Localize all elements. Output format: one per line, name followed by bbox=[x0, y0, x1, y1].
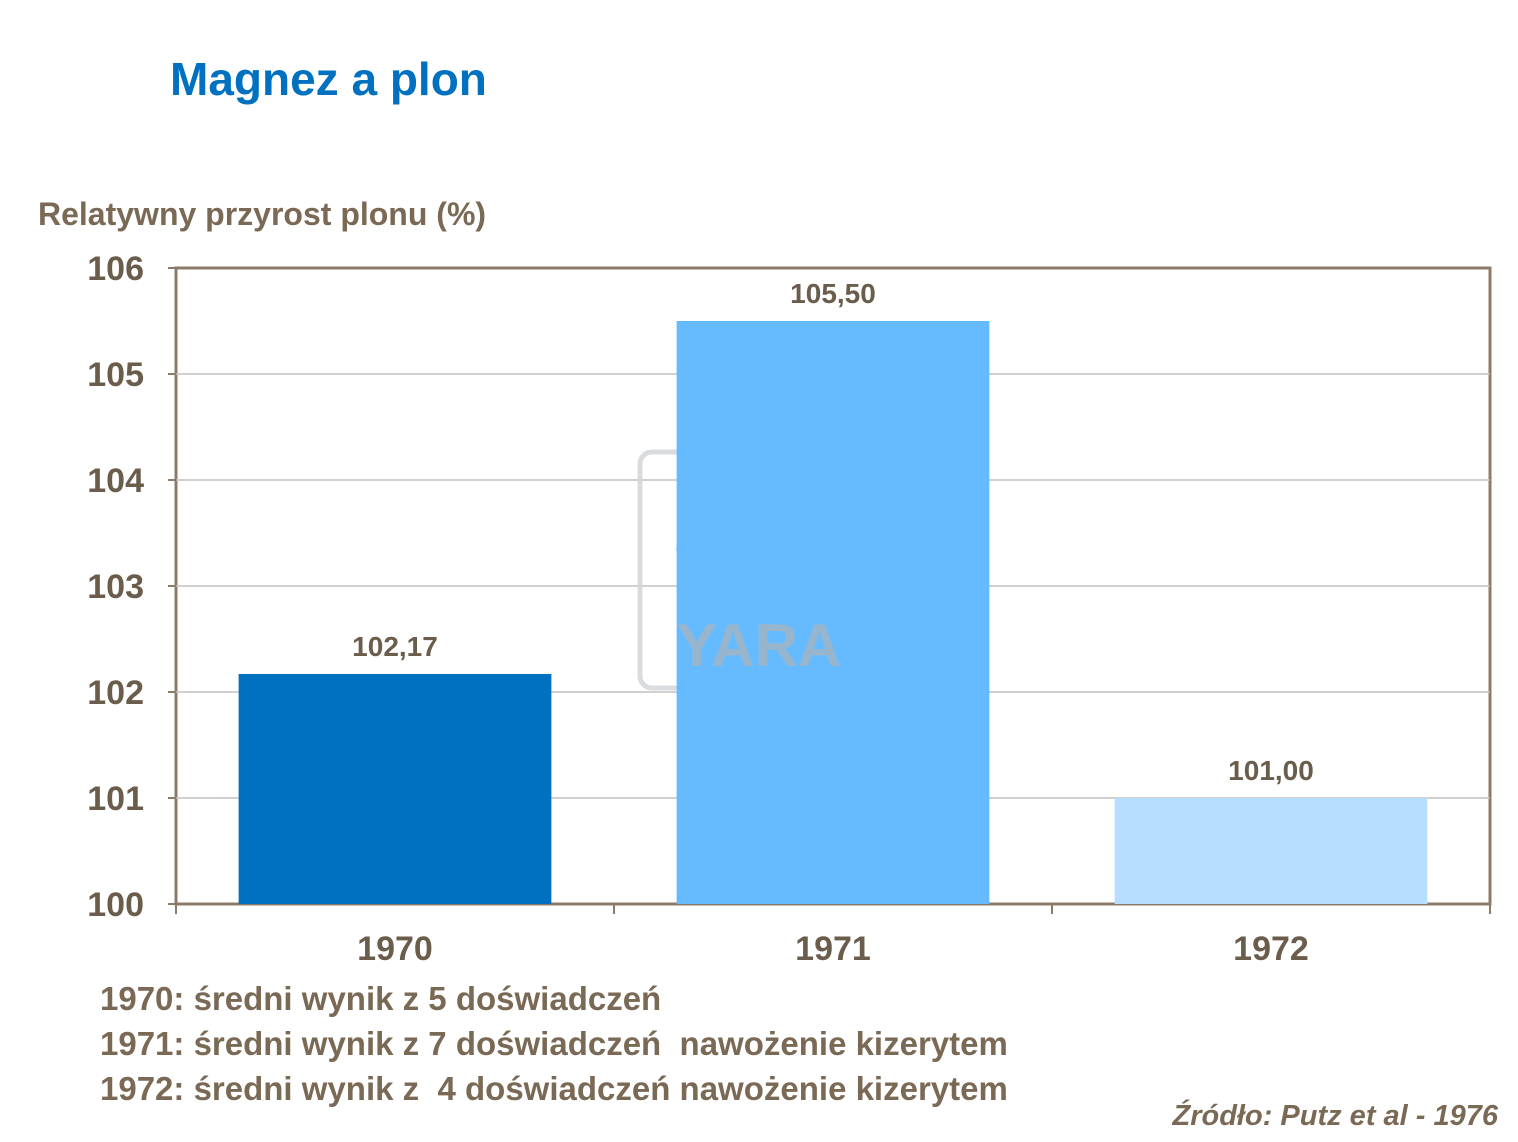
y-tick-label: 102 bbox=[87, 674, 144, 712]
source-citation: Źródło: Putz et al - 1976 bbox=[1172, 1100, 1499, 1132]
bar-1972 bbox=[1114, 798, 1428, 904]
bars bbox=[238, 321, 1428, 904]
y-tick-label: 103 bbox=[87, 568, 144, 606]
y-tick-label: 100 bbox=[87, 886, 144, 924]
page-title: Magnez a plon bbox=[170, 53, 487, 105]
data-label: 102,17 bbox=[352, 631, 438, 662]
y-tick-label: 104 bbox=[87, 462, 144, 500]
x-tick-label: 1971 bbox=[795, 930, 871, 968]
data-label: 101,00 bbox=[1228, 755, 1314, 786]
y-tick-label: 105 bbox=[87, 356, 144, 394]
notes: 1970: średni wynik z 5 doświadczeń 1971: … bbox=[100, 976, 1008, 1111]
y-tick-label: 101 bbox=[87, 780, 144, 818]
bar-1970 bbox=[238, 673, 552, 904]
data-label: 105,50 bbox=[790, 278, 876, 309]
axes: 100 101 102 103 104 105 106 1970 1971 1972 bbox=[87, 250, 1491, 968]
note-line: 1971: średni wynik z 7 doświadczeń nawoż… bbox=[100, 1025, 1008, 1062]
bar-1971 bbox=[676, 321, 990, 904]
y-axis-label: Relatywny przyrost plonu (%) bbox=[38, 196, 487, 232]
y-tick-label: 106 bbox=[87, 250, 144, 288]
x-tick-label: 1970 bbox=[357, 930, 433, 968]
note-line: 1970: średni wynik z 5 doświadczeń bbox=[100, 980, 662, 1017]
note-line: 1972: średni wynik z 4 doświadczeń nawoż… bbox=[100, 1070, 1008, 1107]
watermark-text: YARA bbox=[677, 612, 842, 679]
data-labels: 102,17 105,50 101,00 bbox=[352, 278, 1314, 786]
x-tick-label: 1972 bbox=[1233, 930, 1309, 968]
